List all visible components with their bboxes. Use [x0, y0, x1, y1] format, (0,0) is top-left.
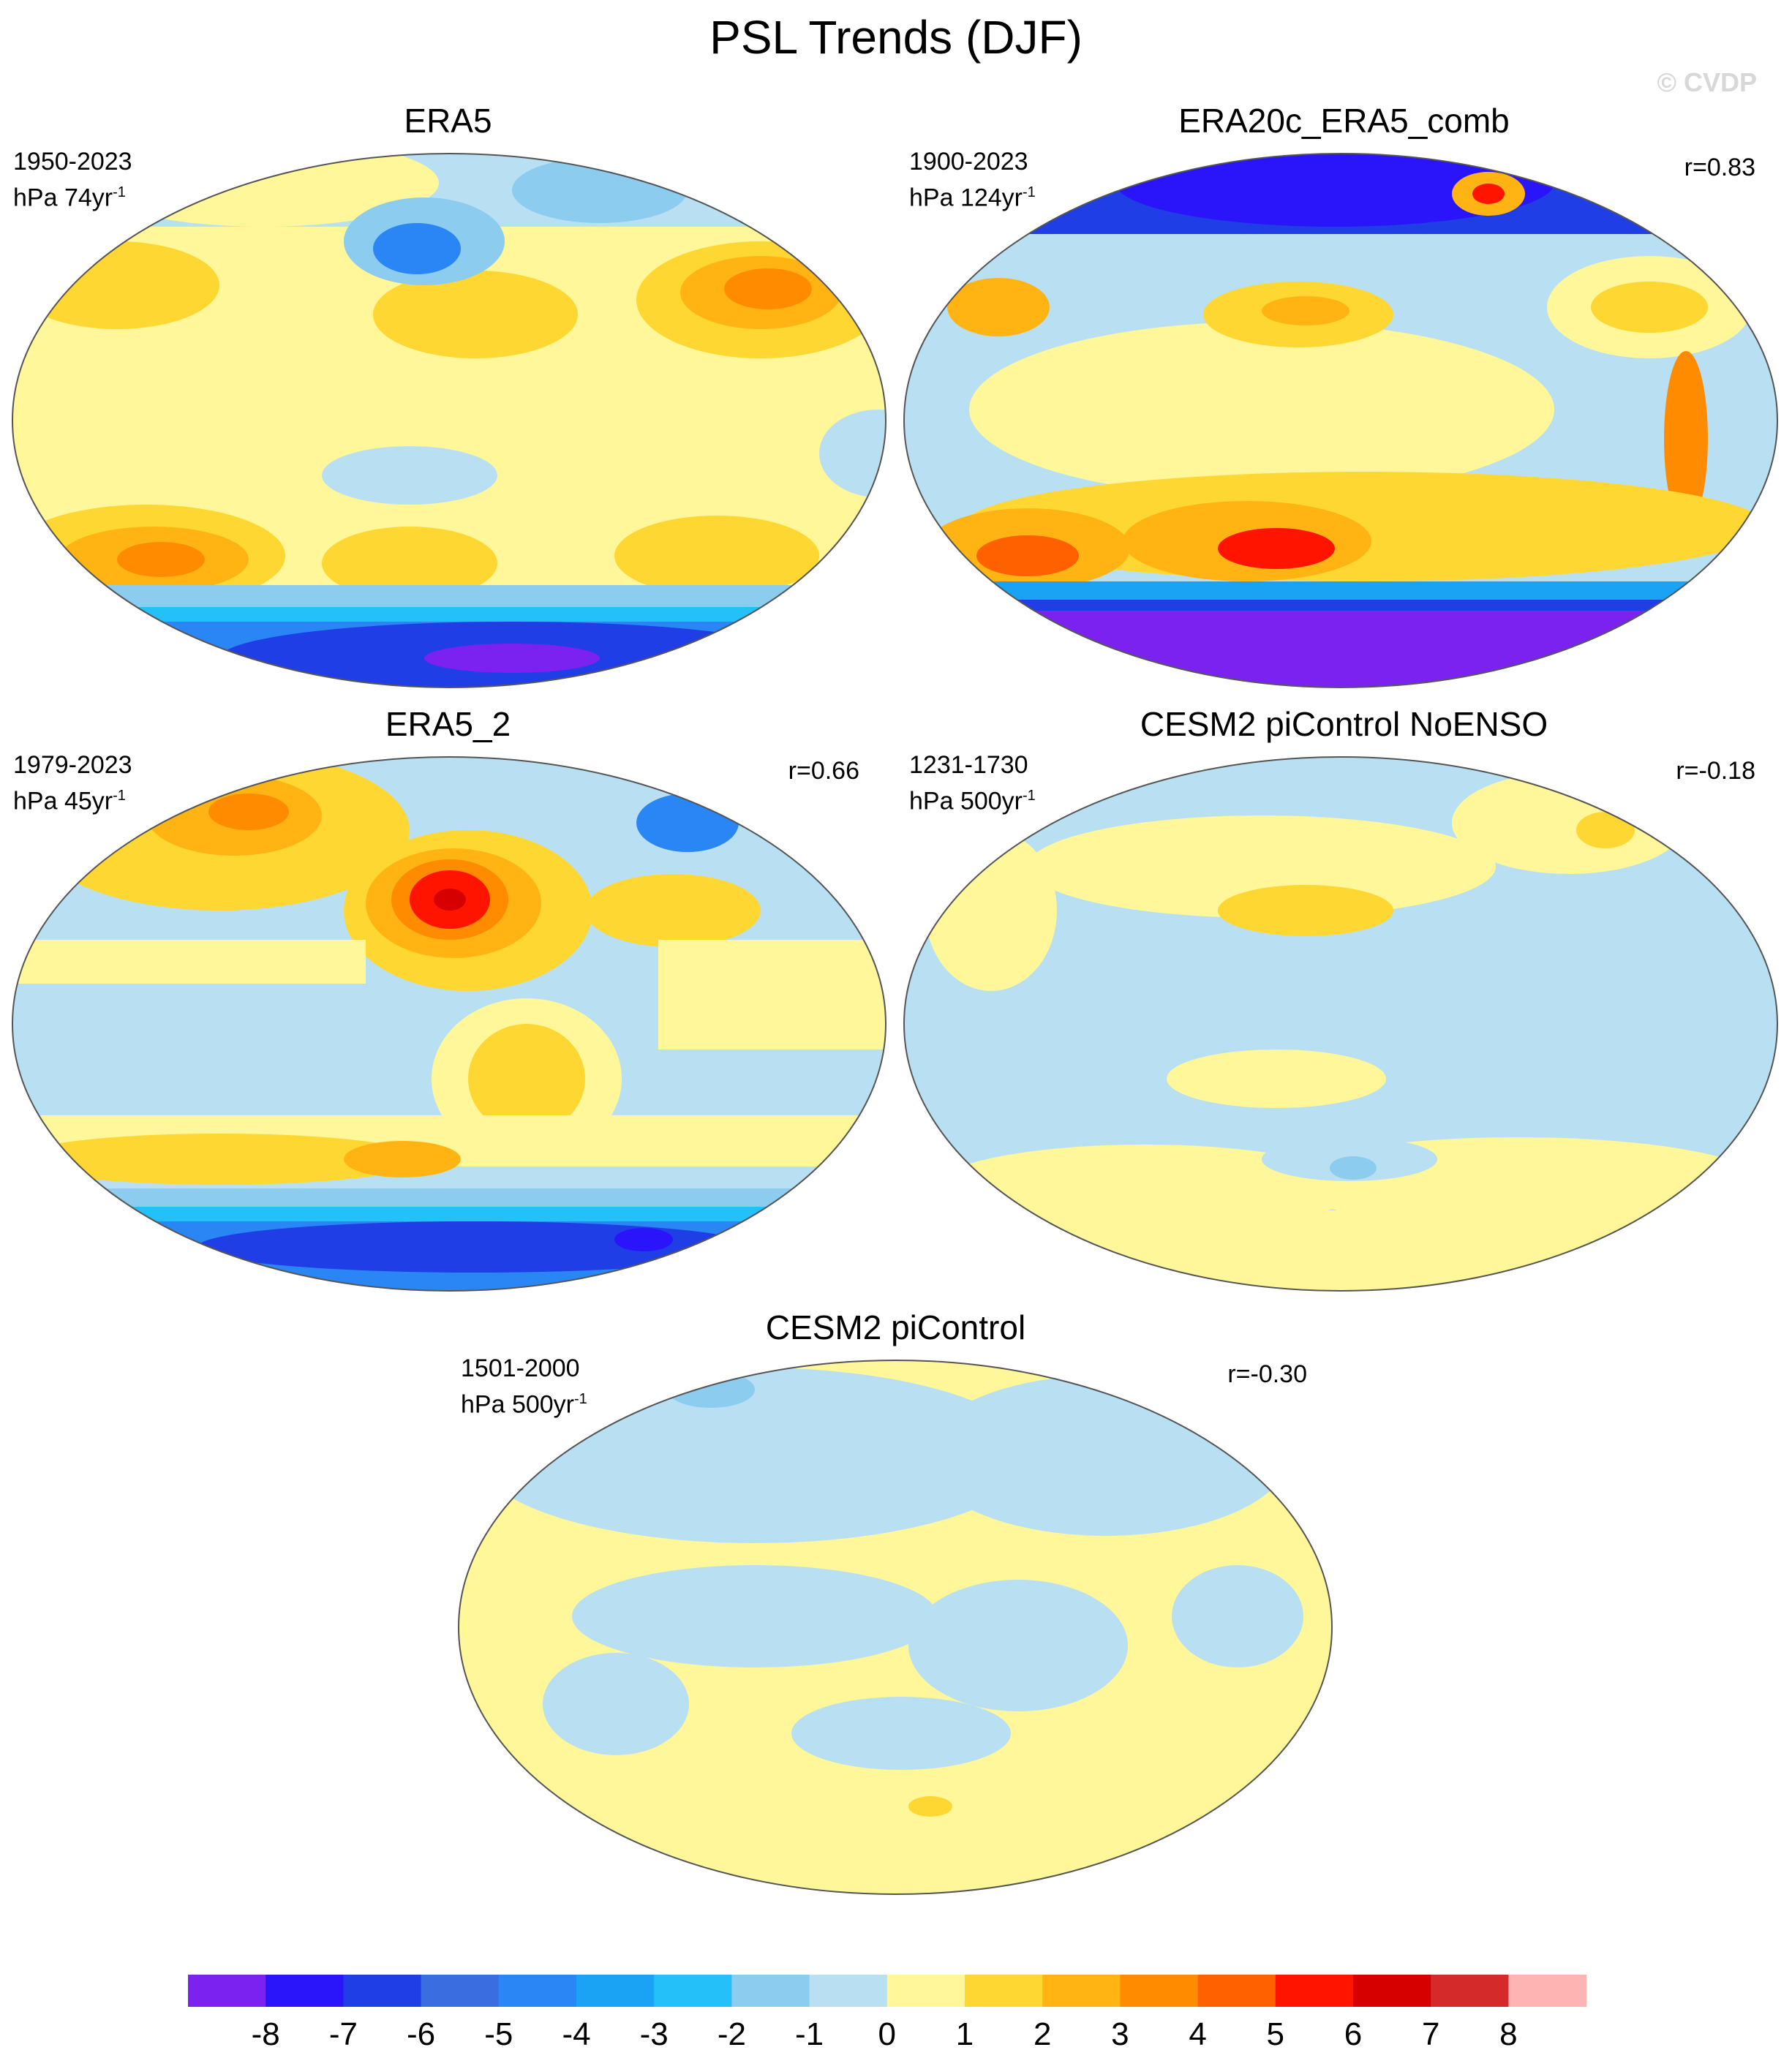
panel-period: 1950-2023 hPa 74yr-1	[13, 148, 132, 212]
colorbar-box	[1197, 1975, 1276, 2007]
colorbar-box	[1120, 1975, 1199, 2007]
colorbar-box	[886, 1975, 965, 2007]
colorbar-box	[498, 1975, 577, 2007]
colorbar-label: -6	[407, 2016, 435, 2052]
colorbar-label: -3	[640, 2016, 669, 2052]
trend-map	[903, 153, 1778, 688]
colorbar-box	[266, 1975, 344, 2007]
colorbar-label: -8	[252, 2016, 280, 2052]
panel-title: ERA5_2	[385, 705, 511, 743]
colorbar-label: -2	[718, 2016, 746, 2052]
colorbar-label: 4	[1189, 2016, 1206, 2052]
panel-cesm2-picontrol-noenso: CESM2 piControl NoENSO 1231-1730 hPa 500…	[896, 603, 1792, 1292]
panel-period: 1900-2023 hPa 124yr-1	[909, 148, 1036, 212]
colorbar-box	[188, 1975, 266, 2007]
watermark: © CVDP	[1657, 67, 1757, 97]
colorbar-label: 1	[956, 2016, 974, 2052]
panel-title: CESM2 piControl	[765, 1308, 1026, 1346]
colorbar-label: 5	[1267, 2016, 1284, 2052]
colorbar-label: 3	[1111, 2016, 1129, 2052]
colorbar-label: -5	[484, 2016, 513, 2052]
panel-period: 1231-1730 hPa 500yr-1	[909, 751, 1036, 815]
colorbar-box	[809, 1975, 888, 2007]
panel-title: CESM2 piControl NoENSO	[1140, 705, 1548, 743]
colorbar-box	[421, 1975, 500, 2007]
colorbar-box	[1431, 1975, 1509, 2007]
correlation-label: r=0.83	[1684, 154, 1755, 181]
panel-title: ERA5	[404, 102, 492, 140]
colorbar-box	[965, 1975, 1043, 2007]
trend-map	[12, 153, 886, 688]
colorbar-box	[731, 1975, 810, 2007]
colorbar-box	[343, 1975, 422, 2007]
correlation-label: r=-0.30	[1227, 1360, 1307, 1388]
trend-map	[12, 756, 886, 1292]
colorbar-label: 8	[1499, 2016, 1517, 2052]
panel-era5-2: ERA5_2 1979-2023 hPa 45yr-1 r=0.66	[0, 603, 896, 1292]
colorbar-box	[1042, 1975, 1121, 2007]
trend-map	[458, 1360, 1333, 1895]
colorbar-box	[1353, 1975, 1431, 2007]
panel-period: 1979-2023 hPa 45yr-1	[13, 751, 132, 815]
figure-title: PSL Trends (DJF)	[709, 11, 1083, 64]
trend-map	[903, 756, 1778, 1292]
correlation-label: r=0.66	[788, 757, 859, 785]
panel-era20c-era5-comb: ERA20c_ERA5_comb 1900-2023 hPa 124yr-1 r…	[896, 0, 1792, 688]
colorbar-label: 2	[1034, 2016, 1051, 2052]
panel-cesm2-picontrol: CESM2 piControl 1501-2000 hPa 500yr-1 r=…	[448, 1207, 1344, 1895]
panel-title: ERA20c_ERA5_comb	[1178, 102, 1510, 140]
colorbar-label: 6	[1344, 2016, 1362, 2052]
colorbar-label: 7	[1422, 2016, 1439, 2052]
colorbar-label: -4	[562, 2016, 590, 2052]
correlation-label: r=-0.18	[1676, 757, 1755, 785]
colorbar-box	[576, 1975, 655, 2007]
colorbar-box	[1275, 1975, 1354, 2007]
colorbar-box	[1508, 1975, 1587, 2007]
colorbar-label: 0	[878, 2016, 896, 2052]
panel-era5: ERA5 1950-2023 hPa 74yr-1	[0, 0, 896, 688]
colorbar-label: -1	[795, 2016, 824, 2052]
colorbar-box	[654, 1975, 732, 2007]
panel-period: 1501-2000 hPa 500yr-1	[461, 1354, 587, 1419]
colorbar-label: -7	[329, 2016, 358, 2052]
